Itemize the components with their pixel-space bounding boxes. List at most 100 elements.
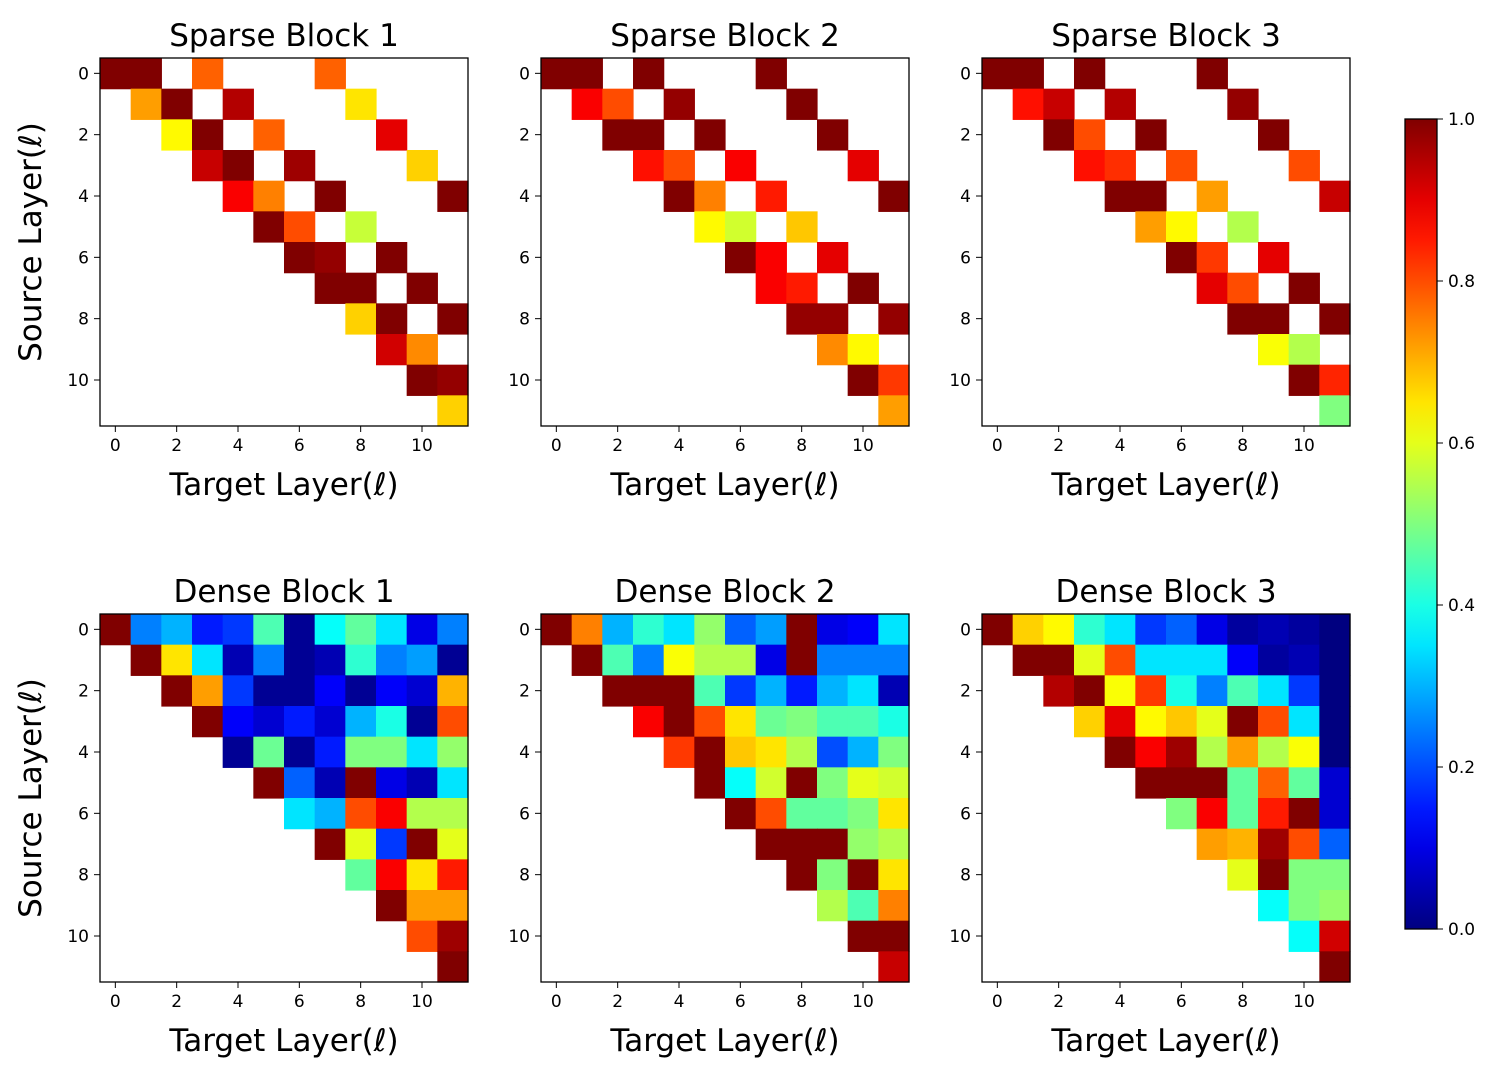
heatmap-cell [633, 675, 665, 707]
heatmap-cell [437, 675, 469, 707]
heatmap-cell [376, 706, 408, 738]
heatmap-cell [130, 644, 162, 676]
heatmap-cell [406, 828, 438, 860]
heatmap-cell [284, 767, 316, 799]
heatmap-cell [406, 798, 438, 830]
heatmap-cell [847, 272, 879, 304]
y-tick-label: 2 [960, 126, 971, 146]
heatmap-cell [1196, 798, 1228, 830]
heatmap-cell [878, 951, 910, 983]
heatmap-cell [345, 736, 377, 768]
panel-title: Sparse Block 3 [1051, 18, 1281, 54]
y-tick-label: 6 [960, 804, 971, 824]
heatmap-cell [437, 951, 469, 983]
heatmap-cell [786, 767, 818, 799]
heatmap-cell [1074, 150, 1106, 182]
heatmap-cell [1227, 798, 1259, 830]
x-tick-label: 8 [355, 436, 366, 456]
heatmap-cell [755, 798, 787, 830]
x-tick-label: 6 [1176, 992, 1187, 1012]
heatmap-cell [847, 334, 879, 366]
x-tick-label: 2 [171, 436, 182, 456]
x-axis-label: Target Layer(ℓ) [609, 1023, 839, 1059]
heatmap-cell [437, 890, 469, 922]
panel-title: Dense Block 3 [1055, 574, 1276, 610]
y-tick-label: 6 [960, 248, 971, 268]
x-axis-label: Target Layer(ℓ) [1050, 467, 1280, 503]
heatmap-cell [1288, 798, 1320, 830]
heatmap-cell [755, 736, 787, 768]
heatmap-cell [1012, 58, 1044, 90]
heatmap-cell [1258, 859, 1290, 891]
heatmap-cell [725, 767, 757, 799]
heatmap-cell [847, 150, 879, 182]
heatmap-cell [602, 675, 634, 707]
heatmap-cell [376, 675, 408, 707]
heatmap-cell [847, 890, 879, 922]
heatmap-cell [725, 150, 757, 182]
heatmap-cell [571, 88, 603, 120]
x-tick-label: 8 [1237, 992, 1248, 1012]
x-tick-label: 8 [796, 992, 807, 1012]
heatmap-cell [1104, 150, 1136, 182]
heatmap-cell [222, 150, 254, 182]
heatmap-cell [663, 614, 695, 646]
heatmap-cell [1227, 736, 1259, 768]
x-tick-label: 4 [233, 436, 244, 456]
x-tick-label: 2 [612, 992, 623, 1012]
heatmap-cell [633, 58, 665, 90]
heatmap-cell [222, 736, 254, 768]
heatmap-cell [786, 272, 818, 304]
heatmap-cell [406, 859, 438, 891]
heatmap-cell [406, 675, 438, 707]
heatmap-cell [878, 767, 910, 799]
heatmap-cell [878, 364, 910, 396]
heatmap-cell [1258, 614, 1290, 646]
heatmap-cell [1227, 706, 1259, 738]
heatmap-cell [1288, 890, 1320, 922]
heatmap-cell [376, 303, 408, 335]
heatmap-cell [437, 767, 469, 799]
y-tick-label: 0 [78, 64, 89, 84]
heatmap-cell [345, 614, 377, 646]
heatmap-cell [817, 828, 849, 860]
heatmap-cell [755, 180, 787, 212]
heatmap-cell [1227, 88, 1259, 120]
heatmap-cell [602, 119, 634, 151]
heatmap-cell [817, 334, 849, 366]
heatmap-cell [817, 736, 849, 768]
heatmap-cell [1166, 242, 1198, 274]
heatmap-cell [1319, 920, 1351, 952]
heatmap-cell [1288, 150, 1320, 182]
heatmap-cell [406, 890, 438, 922]
heatmap-cell [437, 364, 469, 396]
heatmap-cell [376, 736, 408, 768]
y-tick-label: 4 [960, 187, 971, 207]
heatmap-cell [847, 828, 879, 860]
heatmap-cell [982, 614, 1014, 646]
x-tick-label: 4 [1115, 436, 1126, 456]
heatmap-cell [345, 767, 377, 799]
heatmap-cell [1074, 675, 1106, 707]
heatmap-cell [1043, 675, 1075, 707]
y-tick-label: 8 [519, 310, 530, 330]
heatmap-cell [1227, 767, 1259, 799]
x-tick-label: 10 [1293, 436, 1315, 456]
heatmap-cell [1012, 644, 1044, 676]
heatmap-cell [1288, 364, 1320, 396]
heatmap-cell [725, 614, 757, 646]
heatmap-cell [130, 58, 162, 90]
heatmap-cell [1319, 890, 1351, 922]
y-tick-label: 4 [519, 743, 530, 763]
heatmap-cell [1166, 706, 1198, 738]
y-tick-label: 10 [67, 927, 89, 947]
heatmap-cell [1196, 58, 1228, 90]
heatmap-cell [847, 798, 879, 830]
colorbar-frame [1404, 118, 1438, 930]
heatmap-cell [786, 828, 818, 860]
heatmap-cell [878, 920, 910, 952]
heatmap-cell [1135, 736, 1167, 768]
y-tick-label: 6 [519, 804, 530, 824]
heatmap-cell [982, 58, 1014, 90]
